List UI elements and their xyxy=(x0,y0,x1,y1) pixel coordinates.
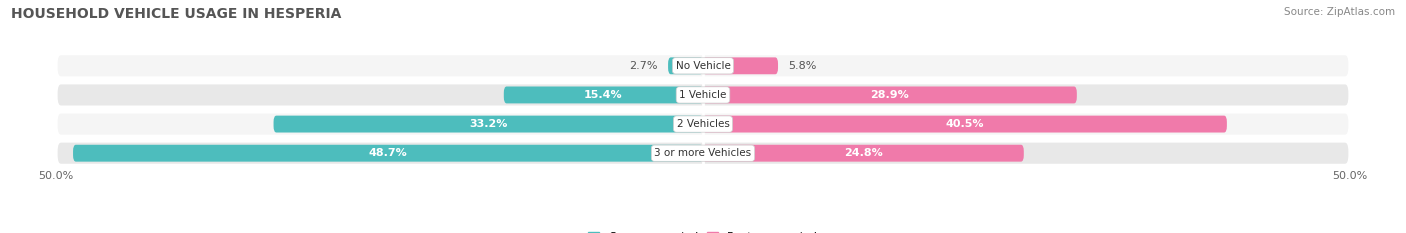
Text: Source: ZipAtlas.com: Source: ZipAtlas.com xyxy=(1284,7,1395,17)
Text: 1 Vehicle: 1 Vehicle xyxy=(679,90,727,100)
FancyBboxPatch shape xyxy=(703,145,1024,162)
FancyBboxPatch shape xyxy=(668,57,703,74)
Text: 5.8%: 5.8% xyxy=(789,61,817,71)
Text: 2.7%: 2.7% xyxy=(630,61,658,71)
Text: 3 or more Vehicles: 3 or more Vehicles xyxy=(654,148,752,158)
Text: No Vehicle: No Vehicle xyxy=(675,61,731,71)
FancyBboxPatch shape xyxy=(274,116,703,133)
Text: 48.7%: 48.7% xyxy=(368,148,408,158)
FancyBboxPatch shape xyxy=(703,86,1077,103)
Text: HOUSEHOLD VEHICLE USAGE IN HESPERIA: HOUSEHOLD VEHICLE USAGE IN HESPERIA xyxy=(11,7,342,21)
FancyBboxPatch shape xyxy=(703,116,1227,133)
Text: 28.9%: 28.9% xyxy=(870,90,910,100)
FancyBboxPatch shape xyxy=(56,112,1350,136)
FancyBboxPatch shape xyxy=(73,145,703,162)
Legend: Owner-occupied, Renter-occupied: Owner-occupied, Renter-occupied xyxy=(583,227,823,233)
Text: 15.4%: 15.4% xyxy=(583,90,623,100)
FancyBboxPatch shape xyxy=(56,54,1350,78)
Text: 33.2%: 33.2% xyxy=(470,119,508,129)
FancyBboxPatch shape xyxy=(56,83,1350,107)
Text: 24.8%: 24.8% xyxy=(844,148,883,158)
FancyBboxPatch shape xyxy=(503,86,703,103)
Text: 2 Vehicles: 2 Vehicles xyxy=(676,119,730,129)
FancyBboxPatch shape xyxy=(56,141,1350,165)
Text: 40.5%: 40.5% xyxy=(946,119,984,129)
FancyBboxPatch shape xyxy=(703,57,778,74)
